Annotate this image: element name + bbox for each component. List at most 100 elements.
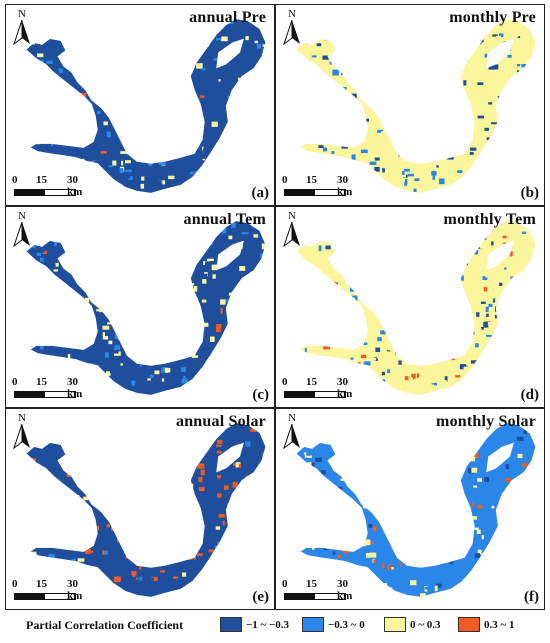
map-pixel bbox=[60, 310, 66, 316]
map-pixel bbox=[43, 485, 48, 491]
map-pixel bbox=[121, 461, 125, 465]
map-pixel bbox=[83, 466, 89, 470]
map-pixel bbox=[316, 359, 320, 364]
map-pixel bbox=[405, 80, 408, 84]
map-pixel bbox=[306, 455, 312, 458]
map-pixel bbox=[72, 448, 77, 453]
map-pixel bbox=[147, 378, 151, 381]
map-pixel bbox=[317, 368, 321, 374]
map-pixel bbox=[76, 75, 80, 79]
map-pixel bbox=[322, 93, 325, 98]
map-pixel bbox=[454, 492, 461, 497]
map-pixel bbox=[513, 490, 521, 495]
map-pixel bbox=[140, 183, 145, 189]
map-pixel bbox=[163, 135, 170, 141]
map-pixel bbox=[420, 368, 426, 374]
map-pixel bbox=[457, 119, 465, 124]
map-pixel bbox=[236, 300, 239, 304]
map-pixel bbox=[417, 41, 423, 44]
map-pixel bbox=[132, 69, 136, 74]
map-pixel bbox=[39, 35, 46, 41]
map-pixel bbox=[68, 131, 74, 137]
map-pixel bbox=[520, 289, 528, 295]
map-pixel bbox=[225, 446, 230, 451]
map-pixel bbox=[175, 335, 183, 339]
map-pixel bbox=[189, 491, 193, 495]
map-pixel bbox=[215, 352, 218, 358]
map-pixel bbox=[448, 236, 454, 241]
map-pixel bbox=[175, 359, 182, 365]
map-pixel bbox=[265, 32, 266, 39]
map-pixel bbox=[369, 456, 376, 462]
map-pixel bbox=[154, 158, 158, 162]
map-pixel bbox=[476, 312, 480, 317]
map-pixel bbox=[516, 309, 520, 316]
map-pixel bbox=[374, 99, 379, 102]
map-pixel bbox=[377, 337, 382, 342]
map-pixel bbox=[80, 37, 85, 40]
map-pixel bbox=[181, 85, 189, 90]
map-pixel bbox=[449, 527, 453, 533]
map-pixel bbox=[100, 144, 104, 149]
map-pixel bbox=[414, 289, 418, 295]
map-pixel bbox=[380, 596, 385, 598]
map-pixel bbox=[362, 426, 366, 432]
map-pixel bbox=[374, 54, 379, 57]
map-pixel bbox=[122, 133, 128, 139]
map-pixel bbox=[520, 276, 527, 281]
map-pixel bbox=[48, 50, 55, 53]
panel-b: monthly Pre N 0 15 30 km (b) bbox=[275, 4, 545, 206]
map-pixel bbox=[384, 194, 386, 198]
map-pixel bbox=[65, 444, 71, 448]
map-pixel bbox=[142, 53, 150, 57]
map-pixel bbox=[435, 162, 441, 166]
map-pixel bbox=[144, 454, 151, 460]
map-pixel bbox=[235, 127, 241, 133]
map-pixel bbox=[458, 299, 465, 303]
map-pixel bbox=[75, 503, 81, 506]
map-pixel bbox=[266, 578, 269, 581]
map-pixel bbox=[319, 82, 323, 88]
map-pixel bbox=[85, 437, 91, 444]
map-pixel bbox=[259, 78, 266, 84]
map-pixel bbox=[166, 18, 174, 20]
map-pixel bbox=[401, 104, 405, 110]
map-pixel bbox=[132, 172, 139, 176]
map-pixel bbox=[116, 488, 120, 491]
region-map bbox=[295, 422, 537, 598]
map-pixel bbox=[197, 394, 202, 396]
map-pixel bbox=[200, 392, 204, 396]
map-pixel bbox=[216, 286, 222, 289]
map-pixel bbox=[311, 462, 315, 469]
map-pixel bbox=[85, 366, 90, 369]
map-pixel bbox=[441, 568, 445, 571]
map-pixel bbox=[256, 284, 260, 290]
map-pixel bbox=[337, 295, 344, 300]
map-pixel bbox=[530, 496, 535, 501]
map-pixel bbox=[249, 354, 254, 357]
map-pixel bbox=[350, 48, 355, 54]
map-pixel bbox=[126, 551, 132, 556]
map-pixel bbox=[296, 486, 300, 491]
map-pixel bbox=[241, 514, 247, 519]
map-pixel bbox=[480, 565, 484, 572]
map-pixel bbox=[429, 377, 436, 384]
map-pixel bbox=[106, 80, 114, 83]
map-pixel bbox=[139, 111, 145, 115]
map-pixel bbox=[141, 491, 149, 497]
map-pixel bbox=[481, 571, 488, 574]
map-pixel bbox=[505, 349, 510, 354]
map-pixel bbox=[247, 584, 250, 589]
map-pixel bbox=[193, 286, 198, 292]
map-pixel bbox=[332, 502, 335, 506]
map-pixel bbox=[393, 432, 397, 437]
map-pixel bbox=[374, 50, 379, 57]
map-pixel bbox=[385, 478, 390, 482]
map-pixel bbox=[393, 63, 400, 68]
map-pixel bbox=[298, 298, 302, 304]
map-pixel bbox=[239, 23, 244, 27]
map-pixel bbox=[476, 431, 484, 436]
map-pixel bbox=[378, 150, 385, 155]
map-pixel bbox=[365, 265, 369, 271]
map-pixel bbox=[336, 327, 340, 332]
